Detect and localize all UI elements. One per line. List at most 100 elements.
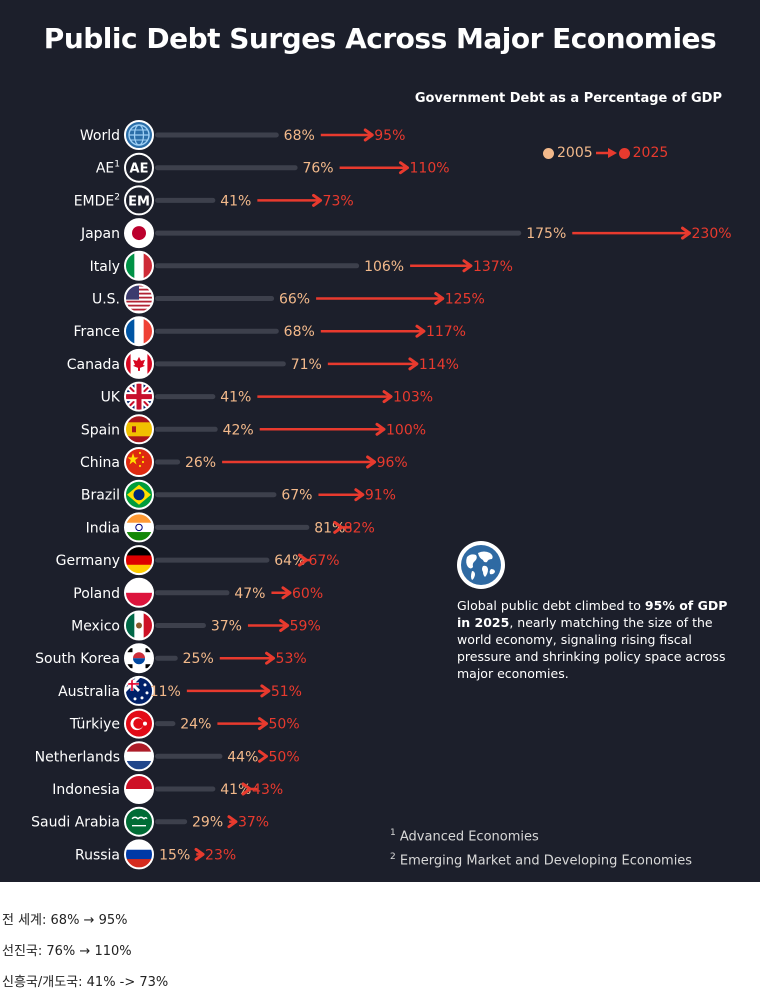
arrow-head bbox=[279, 619, 290, 632]
icon-ring bbox=[124, 316, 154, 347]
arrow-head bbox=[227, 815, 238, 829]
icon-ring bbox=[124, 643, 154, 674]
badge-text: EM bbox=[128, 194, 150, 209]
value-label-2025: 125% bbox=[445, 292, 485, 308]
chart-row: Indonesia 41% 43% bbox=[52, 774, 283, 804]
value-label-2005: 29% bbox=[192, 815, 223, 831]
chart-row: Saudi Arabia 29% 37% bbox=[31, 806, 269, 837]
value-label-2025: 114% bbox=[419, 357, 459, 373]
insight-note: Global public debt climbed to 95% of GDP… bbox=[457, 597, 729, 682]
note-highlight: 95% of GDP in 2025 bbox=[457, 598, 728, 630]
value-label-2025: 117% bbox=[426, 324, 466, 340]
value-track-bar bbox=[155, 263, 360, 269]
value-label-2005: 24% bbox=[180, 717, 211, 733]
arrow-head bbox=[366, 455, 377, 469]
value-track-bar bbox=[155, 394, 216, 400]
icon-ring bbox=[124, 414, 154, 445]
legend-arrow-icon bbox=[595, 148, 617, 158]
icon-ring bbox=[124, 512, 154, 543]
category-label: Brazil bbox=[81, 488, 120, 504]
value-label-2005: 175% bbox=[526, 226, 566, 242]
category-label-text: EMDE bbox=[74, 193, 115, 209]
chart-row: France 68% 117% bbox=[73, 316, 466, 347]
category-label: India bbox=[86, 520, 120, 536]
flag-germany-icon bbox=[125, 546, 153, 575]
flag-france-icon bbox=[125, 317, 153, 346]
arrow-head bbox=[241, 782, 252, 796]
value-label-2025: 100% bbox=[386, 422, 426, 438]
icon-ring bbox=[124, 708, 154, 739]
dumbbell-chart: World 68% 95%AE1 AE 76% 110%EMDE2 EM 41% 73%Japa… bbox=[31, 120, 732, 870]
chart-row: Italy 106% 137% bbox=[90, 250, 513, 281]
footnote-mark: 2 bbox=[390, 852, 396, 863]
value-track-bar bbox=[155, 426, 218, 432]
value-label-2005: 41% bbox=[220, 193, 251, 209]
legend-dot-2025 bbox=[618, 147, 630, 159]
value-track-bar bbox=[155, 786, 216, 792]
category-label-sup: 2 bbox=[114, 192, 120, 202]
chart-row: China 26% 96% bbox=[80, 447, 408, 477]
category-label: Germany bbox=[56, 553, 120, 569]
category-label: Spain bbox=[81, 422, 120, 438]
legend-dot-2005 bbox=[543, 147, 554, 159]
arrow-head bbox=[312, 193, 323, 207]
chart-row: Brazil 67% 91% bbox=[81, 479, 396, 510]
chart-row: Australia 11% 51% bbox=[58, 675, 302, 706]
arrow-head bbox=[375, 422, 386, 436]
footnote-2: 2 Emerging Market and Developing Economi… bbox=[390, 847, 692, 871]
value-label-2005: 67% bbox=[281, 488, 312, 504]
value-label-2005: 26% bbox=[185, 455, 216, 471]
value-label-2025: 96% bbox=[377, 455, 408, 471]
icon-ring bbox=[124, 774, 154, 804]
icon-ring bbox=[124, 610, 154, 641]
icon-ring bbox=[124, 250, 154, 281]
footnotes: 1 Advanced Economies 2 Emerging Market a… bbox=[390, 823, 692, 872]
legend: 2005 2025 bbox=[543, 145, 668, 161]
chart-row: Russia 15% 23% bbox=[75, 839, 236, 870]
value-track-bar bbox=[155, 557, 270, 563]
category-label-text: AE bbox=[96, 161, 114, 177]
value-label-2005: 106% bbox=[364, 259, 404, 275]
summary-line-advanced: 선진국: 76% → 110% bbox=[2, 944, 132, 959]
value-label-2005: 76% bbox=[302, 161, 333, 177]
category-label: UK bbox=[101, 390, 121, 406]
flag-russia-icon bbox=[125, 840, 153, 869]
value-label-2025: 91% bbox=[365, 488, 396, 504]
value-label-2005: 41% bbox=[220, 390, 251, 406]
value-track-bar bbox=[155, 361, 286, 367]
arrow-head bbox=[194, 847, 205, 861]
arrow-head bbox=[354, 488, 365, 502]
arrow-head bbox=[408, 357, 419, 371]
category-label: EMDE2 bbox=[74, 192, 120, 209]
value-label-2025: 110% bbox=[410, 161, 450, 177]
value-label-2025: 67% bbox=[308, 553, 339, 569]
value-label-2005: 15% bbox=[159, 847, 190, 863]
legend-label-2025: 2025 bbox=[632, 145, 669, 161]
category-label: Mexico bbox=[71, 619, 120, 635]
flag-poland-icon bbox=[125, 578, 153, 607]
category-label: South Korea bbox=[35, 651, 120, 667]
value-label-2025: 37% bbox=[238, 815, 269, 831]
value-track-bar bbox=[155, 721, 176, 727]
category-label: AE1 bbox=[96, 160, 120, 177]
chart-row: Türkiye 24% 50% bbox=[69, 708, 300, 739]
category-label: U.S. bbox=[92, 292, 120, 308]
icon-ring bbox=[124, 577, 154, 608]
flag-italy-icon bbox=[125, 251, 153, 280]
value-label-2025: 60% bbox=[292, 586, 323, 602]
footnote-1: 1 Advanced Economies bbox=[390, 823, 692, 847]
category-label: France bbox=[73, 324, 120, 340]
icon-ring bbox=[124, 741, 154, 772]
value-label-2005: 42% bbox=[223, 422, 254, 438]
category-label: China bbox=[80, 455, 120, 471]
icon-ring bbox=[124, 185, 154, 216]
value-track-bar bbox=[155, 623, 206, 628]
chart-subtitle: Government Debt as a Percentage of GDP bbox=[414, 91, 722, 106]
icon-ring bbox=[124, 283, 154, 314]
value-label-2025: 51% bbox=[271, 684, 302, 700]
value-track-bar bbox=[155, 459, 181, 465]
value-track-bar bbox=[155, 524, 310, 530]
arrow-head bbox=[382, 390, 393, 404]
chart-row: Spain 42% 100% bbox=[81, 414, 426, 445]
value-label-2025: 95% bbox=[374, 128, 405, 144]
